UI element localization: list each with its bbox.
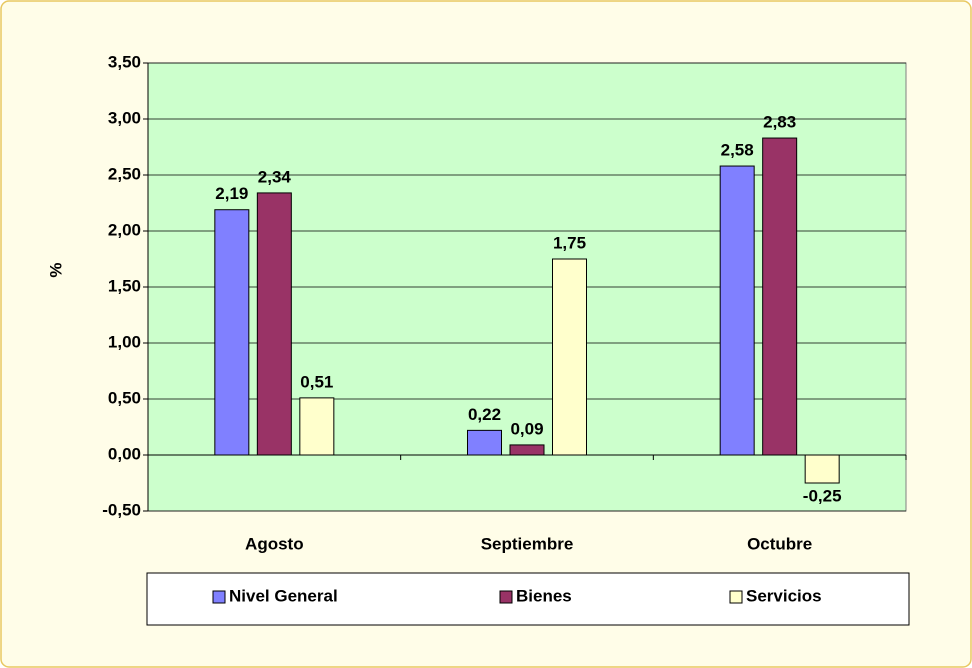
y-tick-label: 2,00: [108, 220, 141, 239]
bar: [256, 192, 292, 456]
bar: [509, 444, 545, 456]
bar: [804, 454, 840, 484]
y-tick-label: 2,50: [108, 164, 141, 183]
bar: [299, 397, 335, 456]
legend-swatch: [499, 590, 513, 604]
legend-label: Servicios: [746, 586, 822, 605]
bar: [719, 165, 755, 456]
x-tick-label: Octubre: [747, 534, 812, 553]
x-tick-label: Septiembre: [481, 534, 574, 553]
bar: [467, 429, 502, 456]
value-label: 1,75: [553, 233, 586, 252]
value-label: 2,83: [763, 113, 796, 132]
y-axis-label: %: [46, 262, 65, 277]
y-tick-label: 1,50: [108, 276, 141, 295]
value-label: 2,34: [258, 167, 292, 186]
legend-label: Nivel General: [229, 586, 338, 605]
bar: [214, 209, 250, 456]
value-label: 0,22: [468, 405, 501, 424]
value-label: 0,51: [300, 372, 333, 391]
bar: [552, 258, 587, 456]
bar: [762, 137, 798, 456]
y-tick-label: 0,50: [108, 388, 141, 407]
value-label: 0,09: [510, 419, 543, 438]
value-label: 2,19: [215, 184, 248, 203]
legend-swatch: [729, 590, 743, 604]
legend-box: [146, 572, 910, 626]
value-label: -0,25: [803, 486, 842, 505]
y-tick-label: 3,50: [108, 52, 141, 71]
value-label: 2,58: [721, 141, 754, 160]
legend-swatch: [212, 590, 226, 604]
y-tick-label: 3,00: [108, 108, 141, 127]
y-tick-label: 0,00: [108, 444, 141, 463]
y-tick-label: 1,00: [108, 332, 141, 351]
x-tick-label: Agosto: [245, 534, 304, 553]
legend-label: Bienes: [516, 586, 572, 605]
y-tick-label: -0,50: [102, 500, 141, 519]
